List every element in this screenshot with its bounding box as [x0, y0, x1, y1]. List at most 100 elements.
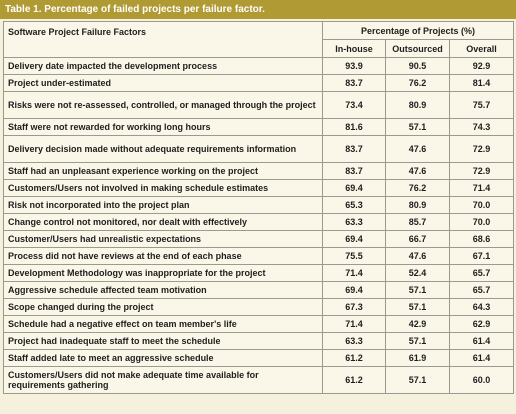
value-cell: 85.7	[385, 213, 450, 231]
value-cell: 83.7	[322, 135, 386, 163]
factor-cell: Development Methodology was inappropriat…	[3, 264, 323, 282]
header-cell: In-house	[322, 39, 386, 58]
value-cell: 71.4	[322, 264, 386, 282]
factor-cell: Change control not monitored, nor dealt …	[3, 213, 323, 231]
table-row: Scope changed during the project 67.3 57.1…	[3, 298, 514, 316]
header-cell: Outsourced	[385, 39, 450, 58]
table-row: Project had inadequate staff to meet the…	[3, 332, 514, 350]
value-cell: 67.1	[449, 247, 514, 265]
value-cell: 64.3	[449, 298, 514, 316]
value-cell: 69.4	[322, 281, 386, 299]
value-cell: 57.1	[385, 366, 450, 394]
factor-cell: Risks were not re-assessed, controlled, …	[3, 91, 323, 119]
value-cell: 67.3	[322, 298, 386, 316]
value-cell: 42.9	[385, 315, 450, 333]
value-cell: 57.1	[385, 298, 450, 316]
table-row: Customers/Users not involved in making s…	[3, 179, 514, 197]
value-cell: 70.0	[449, 196, 514, 214]
table-title: Table 1. Percentage of failed projects p…	[0, 0, 516, 19]
value-cell: 76.2	[385, 179, 450, 197]
value-cell: 92.9	[449, 57, 514, 75]
table-row: Process did not have reviews at the end …	[3, 247, 514, 265]
value-cell: 61.2	[322, 349, 386, 367]
factor-cell: Aggressive schedule affected team motiva…	[3, 281, 323, 299]
value-cell: 57.1	[385, 118, 450, 136]
factor-cell: Delivery date impacted the development p…	[3, 57, 323, 75]
table-row: Schedule had a negative effect on team m…	[3, 315, 514, 333]
value-cell: 61.4	[449, 349, 514, 367]
value-cell: 71.4	[322, 315, 386, 333]
table-row: Risk not incorporated into the project p…	[3, 196, 514, 214]
value-cell: 81.6	[322, 118, 386, 136]
value-cell: 65.7	[449, 264, 514, 282]
value-cell: 57.1	[385, 332, 450, 350]
factor-cell: Customers/Users not involved in making s…	[3, 179, 323, 197]
table-row: Customers/Users did not make adequate ti…	[3, 366, 514, 394]
value-cell: 57.1	[385, 281, 450, 299]
value-cell: 72.9	[449, 162, 514, 180]
factor-cell: Customers/Users did not make adequate ti…	[3, 366, 323, 394]
table-row: Delivery decision made without adequate …	[3, 135, 514, 163]
table-row: Staff had an unpleasant experience worki…	[3, 162, 514, 180]
value-cell: 90.5	[385, 57, 450, 75]
value-cell: 68.6	[449, 230, 514, 248]
value-cell: 60.0	[449, 366, 514, 394]
table-row: Staff were not rewarded for working long…	[3, 118, 514, 136]
table-body: Delivery date impacted the development p…	[3, 57, 514, 394]
table-row: Change control not monitored, nor dealt …	[3, 213, 514, 231]
value-cell: 47.6	[385, 162, 450, 180]
table: Software Project Failure Factors Percent…	[3, 21, 514, 394]
factor-cell: Staff had an unpleasant experience worki…	[3, 162, 323, 180]
value-cell: 63.3	[322, 332, 386, 350]
factor-cell: Delivery decision made without adequate …	[3, 135, 323, 163]
value-cell: 80.9	[385, 91, 450, 119]
value-cell: 61.4	[449, 332, 514, 350]
factor-cell: Scope changed during the project	[3, 298, 323, 316]
value-cell: 93.9	[322, 57, 386, 75]
table-row: Aggressive schedule affected team motiva…	[3, 281, 514, 299]
factor-cell: Customer/Users had unrealistic expectati…	[3, 230, 323, 248]
value-cell: 75.5	[322, 247, 386, 265]
value-cell: 72.9	[449, 135, 514, 163]
factor-cell: Staff were not rewarded for working long…	[3, 118, 323, 136]
value-cell: 80.9	[385, 196, 450, 214]
value-cell: 69.4	[322, 230, 386, 248]
factor-cell: Project had inadequate staff to meet the…	[3, 332, 323, 350]
value-cell: 76.2	[385, 74, 450, 92]
table-row: Development Methodology was inappropriat…	[3, 264, 514, 282]
header-cell: Percentage of Projects (%)	[322, 21, 514, 40]
value-cell: 74.3	[449, 118, 514, 136]
value-cell: 81.4	[449, 74, 514, 92]
value-cell: 65.7	[449, 281, 514, 299]
header-cell: Software Project Failure Factors	[3, 21, 323, 58]
value-cell: 47.6	[385, 135, 450, 163]
value-cell: 61.9	[385, 349, 450, 367]
value-cell: 75.7	[449, 91, 514, 119]
factor-cell: Staff added late to meet an aggressive s…	[3, 349, 323, 367]
table-row: Customer/Users had unrealistic expectati…	[3, 230, 514, 248]
factor-cell: Schedule had a negative effect on team m…	[3, 315, 323, 333]
value-cell: 73.4	[322, 91, 386, 119]
value-cell: 61.2	[322, 366, 386, 394]
value-cell: 47.6	[385, 247, 450, 265]
factor-cell: Project under-estimated	[3, 74, 323, 92]
value-cell: 71.4	[449, 179, 514, 197]
table-row: Project under-estimated 83.7 76.2 81.4	[3, 74, 514, 92]
factor-cell: Risk not incorporated into the project p…	[3, 196, 323, 214]
value-cell: 66.7	[385, 230, 450, 248]
header-row: Software Project Failure Factors Percent…	[3, 21, 514, 58]
value-cell: 83.7	[322, 162, 386, 180]
value-cell: 65.3	[322, 196, 386, 214]
value-cell: 70.0	[449, 213, 514, 231]
value-cell: 62.9	[449, 315, 514, 333]
value-cell: 83.7	[322, 74, 386, 92]
value-cell: 69.4	[322, 179, 386, 197]
table-row: Delivery date impacted the development p…	[3, 57, 514, 75]
table-row: Risks were not re-assessed, controlled, …	[3, 91, 514, 119]
value-cell: 63.3	[322, 213, 386, 231]
value-cell: 52.4	[385, 264, 450, 282]
factor-cell: Process did not have reviews at the end …	[3, 247, 323, 265]
table-row: Staff added late to meet an aggressive s…	[3, 349, 514, 367]
header-cell: Overall	[449, 39, 514, 58]
